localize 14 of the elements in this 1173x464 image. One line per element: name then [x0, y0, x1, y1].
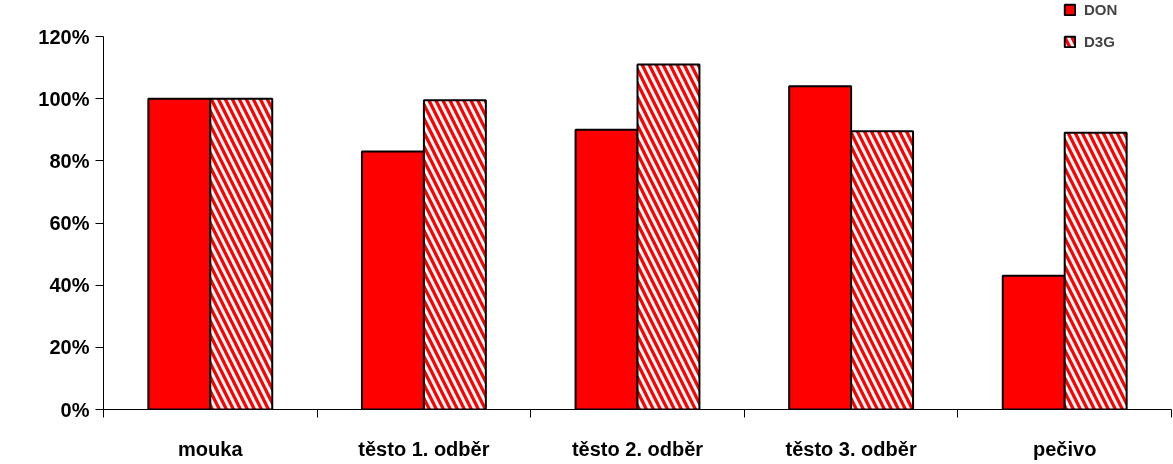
legend-label: DON	[1084, 1, 1118, 18]
x-tick-label: těsto 1. odběr	[358, 437, 490, 460]
x-tick-label: těsto 3. odběr	[785, 437, 917, 460]
x-tick-label: těsto 2. odběr	[571, 437, 704, 460]
y-tick-label: 120%	[38, 25, 90, 48]
y-tick-label: 20%	[49, 336, 90, 359]
y-tick-label: 80%	[49, 149, 90, 172]
legend-label: D3G	[1084, 33, 1115, 50]
y-tick-label: 100%	[38, 87, 90, 110]
y-tick-label: 60%	[49, 212, 90, 234]
y-tick-label: 0%	[60, 398, 90, 421]
x-tick-label: pečivo	[1033, 437, 1097, 460]
x-tick-label: mouka	[178, 437, 244, 460]
y-tick-label: 40%	[49, 274, 90, 297]
